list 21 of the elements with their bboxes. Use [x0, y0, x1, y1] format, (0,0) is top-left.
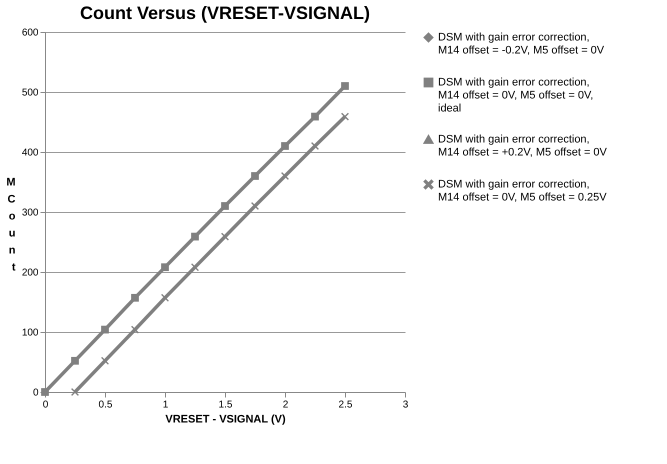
y-tick-label: 500 [22, 88, 39, 98]
y-tick-label: 300 [22, 208, 39, 218]
y-tick-label: 100 [22, 328, 39, 338]
y-axis-title: M Count [6, 176, 16, 274]
x-tick-label: 0.5 [98, 400, 113, 410]
y-tick-label: 400 [22, 148, 39, 158]
legend-label: DSM with gain error correction, M14 offset = 0V, M5 offset = 0V, ideal [438, 76, 594, 114]
y-tick-label: 200 [22, 268, 39, 278]
x-tick-label: 0 [42, 400, 49, 410]
legend-label: DSM with gain error correction, M14 offset = -0.2V, M5 offset = 0V [438, 32, 605, 56]
x-tick-label: 2 [282, 400, 289, 410]
y-tick-label: 0 [32, 388, 39, 398]
chart-title: Count Versus (VRESET-VSIGNAL) [80, 3, 370, 23]
y-tick-label: 600 [22, 28, 39, 38]
x-tick-label: 1 [162, 400, 169, 410]
x-tick-label: 2.5 [338, 400, 353, 410]
x-axis-title: VRESET - VSIGNAL (V) [165, 414, 286, 426]
x-tick-label: 1.5 [218, 400, 233, 410]
legend-label: DSM with gain error correction, M14 offset = 0V, M5 offset = 0.25V [438, 178, 608, 204]
x-tick-label: 3 [402, 400, 409, 410]
legend-label: DSM with gain error correction, M14 offset = +0.2V, M5 offset = 0V [438, 134, 608, 158]
